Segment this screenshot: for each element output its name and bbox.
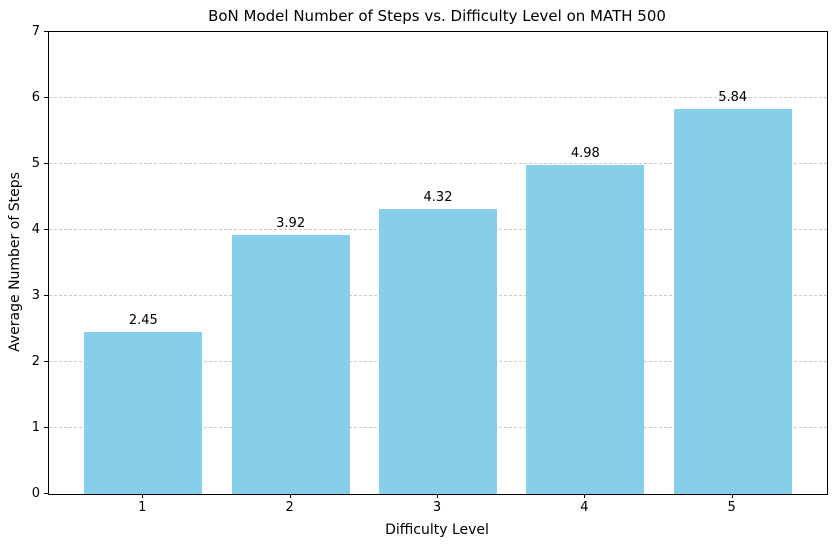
y-tick-label: 0 [31,485,40,501]
x-tick-label: 3 [432,500,442,515]
x-tick-label: 2 [285,500,294,515]
y-tick-mark [44,493,48,494]
x-tick-mark [289,494,291,498]
y-axis-label-text: Average Number of Steps [7,172,23,352]
bar-value-label: 4.98 [570,146,600,162]
x-tick-mark [437,494,438,498]
y-tick-label: 7 [31,23,40,39]
bar-value-label: 3.92 [276,216,306,232]
y-tick-mark [44,361,48,362]
y-tick-mark [44,97,48,98]
bar-difficulty-5 [673,108,792,494]
y-tick-label: 1 [31,419,40,435]
x-axis-label: Difficulty Level [385,522,489,538]
plot-area: 2.45 3.92 4.32 4.98 5.84 [48,31,828,495]
bar-difficulty-4 [526,165,645,494]
gridline [49,163,827,164]
x-tick-mark [142,494,144,498]
x-tick-label: 5 [727,500,736,515]
y-tick-label: 3 [31,287,40,303]
y-tick-mark [44,427,48,428]
y-tick-mark [44,295,48,296]
bar-value-label: 2.45 [128,313,158,329]
y-tick-mark [44,229,48,230]
x-tick-label: 4 [580,500,589,515]
x-tick-mark [731,494,733,498]
y-tick-mark [44,163,48,164]
bar-value-label: 5.84 [718,89,748,105]
y-tick-label: 6 [31,89,40,105]
bar-difficulty-3 [379,208,497,494]
y-tick-label: 2 [31,353,40,369]
bar-value-label: 4.32 [423,189,453,205]
chart-title: BoN Model Number of Steps vs. Difficulty… [208,7,666,25]
y-tick-label: 5 [31,155,40,171]
y-tick-mark [44,31,48,32]
x-tick-mark [584,494,586,498]
bar-difficulty-1 [84,332,203,494]
gridline [49,97,827,98]
y-tick-label: 4 [31,221,40,237]
x-tick-label: 1 [138,500,147,515]
bar-difficulty-2 [231,235,350,494]
